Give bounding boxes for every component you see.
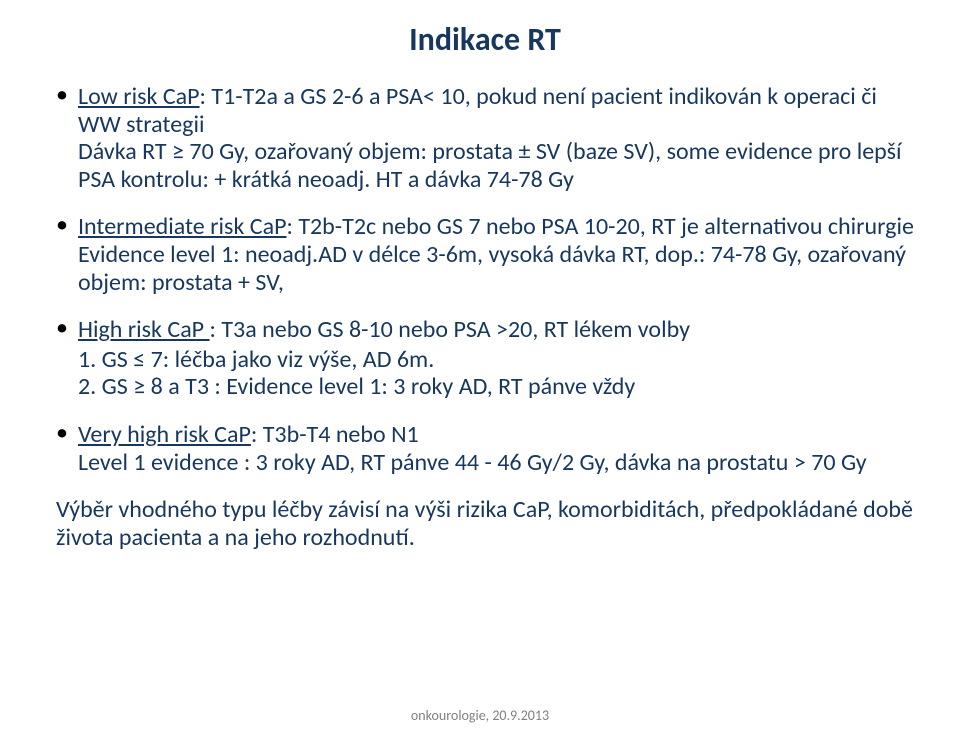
bullet-text: Very high risk CaP: T3b-T4 nebo N1 Level…: [78, 421, 914, 476]
sub-list: 1. GS ≤ 7: léčba jako viz výše, AD 6m. 2…: [78, 346, 914, 401]
bullet-text: High risk CaP : T3a nebo GS 8-10 nebo PS…: [78, 316, 914, 344]
bullet-item: Low risk CaP: T1-T2a a GS 2-6 a PSA< 10,…: [56, 83, 914, 193]
closing-text: Výběr vhodného typu léčby závisí na výši…: [56, 496, 914, 551]
bullet-rest: : T2b-T2c nebo GS 7 nebo PSA 10-20, RT j…: [286, 212, 913, 241]
bullet-cont: Evidence level 1: neoadj.AD v délce 3-6m…: [78, 240, 906, 297]
sub-item: 1. GS ≤ 7: léčba jako viz výše, AD 6m.: [78, 346, 914, 374]
bullet-lead: Intermediate risk CaP: [78, 212, 286, 241]
bullet-cont: Level 1 evidence : 3 roky AD, RT pánve 4…: [78, 448, 867, 477]
bullet-item: Intermediate risk CaP: T2b-T2c nebo GS 7…: [56, 213, 914, 296]
bullet-rest: : T3b-T4 nebo N1: [251, 420, 419, 449]
bullet-text: Low risk CaP: T1-T2a a GS 2-6 a PSA< 10,…: [78, 83, 914, 193]
bullet-lead: High risk CaP: [78, 315, 210, 344]
sub-item: 2. GS ≥ 8 a T3 : Evidence level 1: 3 rok…: [78, 373, 914, 401]
bullet-lead: Low risk CaP: [78, 82, 200, 111]
bullet-item: Very high risk CaP: T3b-T4 nebo N1 Level…: [56, 421, 914, 476]
bullet-list: Low risk CaP: T1-T2a a GS 2-6 a PSA< 10,…: [56, 83, 914, 476]
slide: Indikace RT Low risk CaP: T1-T2a a GS 2-…: [0, 0, 960, 734]
bullet-rest: : T3a nebo GS 8-10 nebo PSA >20, RT léke…: [210, 315, 690, 344]
bullet-text: Intermediate risk CaP: T2b-T2c nebo GS 7…: [78, 213, 914, 296]
bullet-cont: Dávka RT ≥ 70 Gy, ozařovaný objem: prost…: [78, 137, 902, 194]
bullet-lead: Very high risk CaP: [78, 420, 251, 449]
slide-title: Indikace RT: [56, 20, 914, 59]
footer-text: onkourologie, 20.9.2013: [0, 707, 960, 724]
bullet-item: High risk CaP : T3a nebo GS 8-10 nebo PS…: [56, 316, 914, 401]
